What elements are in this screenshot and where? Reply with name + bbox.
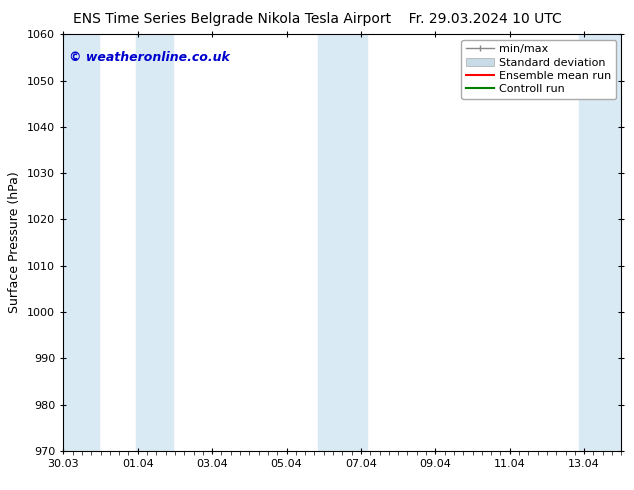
Bar <box>579 34 621 451</box>
Legend: min/max, Standard deviation, Ensemble mean run, Controll run: min/max, Standard deviation, Ensemble me… <box>462 40 616 99</box>
Y-axis label: Surface Pressure (hPa): Surface Pressure (hPa) <box>8 172 22 314</box>
Text: © weatheronline.co.uk: © weatheronline.co.uk <box>69 51 230 64</box>
Text: ENS Time Series Belgrade Nikola Tesla Airport    Fr. 29.03.2024 10 UTC: ENS Time Series Belgrade Nikola Tesla Ai… <box>73 12 561 26</box>
Bar <box>63 34 99 451</box>
Bar <box>136 34 173 451</box>
Bar <box>318 34 366 451</box>
